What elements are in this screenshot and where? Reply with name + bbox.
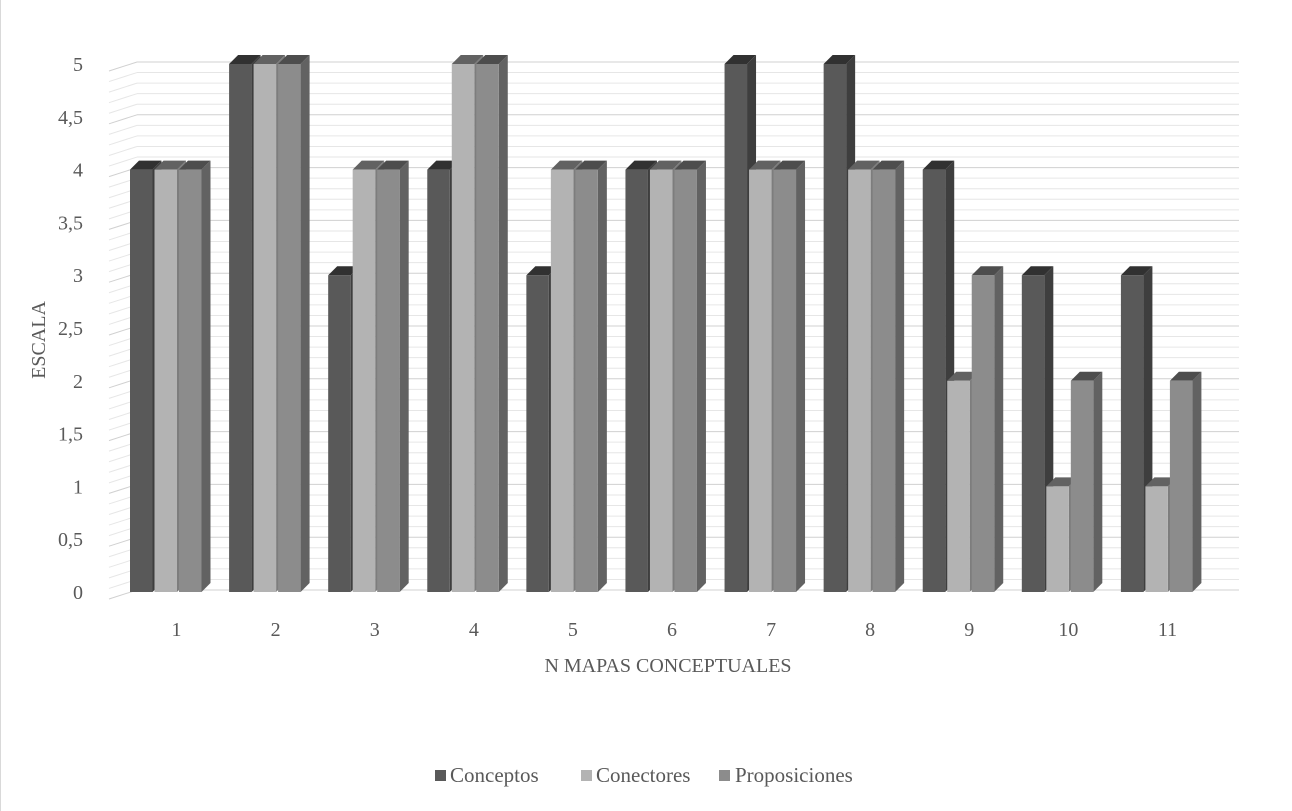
grid-line-side: [108, 114, 138, 125]
y-tick-label: 5: [73, 54, 83, 76]
y-tick-label: 2,5: [58, 318, 83, 340]
legend-item: Conectores: [581, 763, 690, 787]
y-tick-label: 3: [73, 265, 83, 287]
x-tick-label: 2: [271, 619, 281, 641]
legend-swatch: [581, 770, 592, 781]
bar: [773, 160, 806, 592]
bar: [971, 266, 1004, 592]
grid-line-side: [108, 61, 138, 72]
x-tick-labels: 1 2 3 4 5 6 7 8 9 10 11: [172, 619, 1178, 641]
bars-layer: [130, 55, 1202, 592]
y-tick-label: 4,5: [58, 107, 83, 129]
bar: [476, 55, 508, 592]
legend-label: Conectores: [596, 763, 690, 787]
bar: [179, 160, 211, 592]
bar: [278, 55, 310, 592]
bar: [377, 160, 409, 592]
y-tick-label: 1,5: [58, 424, 83, 446]
grid-line-side: [108, 124, 138, 135]
y-tick-label: 3,5: [58, 212, 83, 234]
x-tick-label: 10: [1058, 619, 1078, 641]
y-tick-label: 0,5: [58, 529, 83, 551]
y-tick-label: 4: [73, 160, 83, 182]
x-tick-label: 9: [964, 619, 974, 641]
y-tick-labels: 0 0,5 1 1,5 2 2,5 3 3,5 4 4,5 5: [58, 54, 83, 604]
x-tick-label: 11: [1158, 619, 1177, 641]
legend-item: Proposiciones: [719, 763, 853, 787]
x-tick-label: 1: [172, 619, 182, 641]
x-tick-label: 5: [568, 619, 578, 641]
x-tick-label: 7: [766, 619, 776, 641]
x-tick-label: 3: [370, 619, 380, 641]
x-tick-label: 6: [667, 619, 677, 641]
y-tick-label: 1: [73, 476, 83, 498]
grid-line-side: [108, 146, 138, 156]
bar: [575, 160, 607, 592]
legend-label: Conceptos: [450, 763, 539, 787]
bar: [872, 160, 905, 592]
bar: [1169, 371, 1202, 592]
y-tick-label: 0: [73, 582, 83, 604]
legend-swatch: [719, 770, 730, 781]
grid-line-side: [108, 156, 138, 167]
grid-line-side: [108, 93, 138, 104]
legend: Conceptos Conectores Proposiciones: [435, 763, 853, 787]
bar: [1070, 371, 1103, 592]
legend-item: Conceptos: [435, 763, 539, 787]
x-tick-label: 8: [865, 619, 875, 641]
grid-line-side: [108, 72, 138, 83]
x-axis-title: N MAPAS CONCEPTUALES: [544, 655, 791, 677]
x-tick-label: 4: [469, 619, 479, 641]
legend-swatch: [435, 770, 446, 781]
legend-label: Proposiciones: [735, 763, 853, 787]
bar: [674, 160, 706, 592]
y-axis-title: ESCALA: [28, 301, 50, 379]
y-tick-label: 2: [73, 371, 83, 393]
grid-line-side: [108, 135, 138, 146]
grid-line-side: [108, 103, 138, 114]
grid-line-side: [108, 82, 138, 93]
